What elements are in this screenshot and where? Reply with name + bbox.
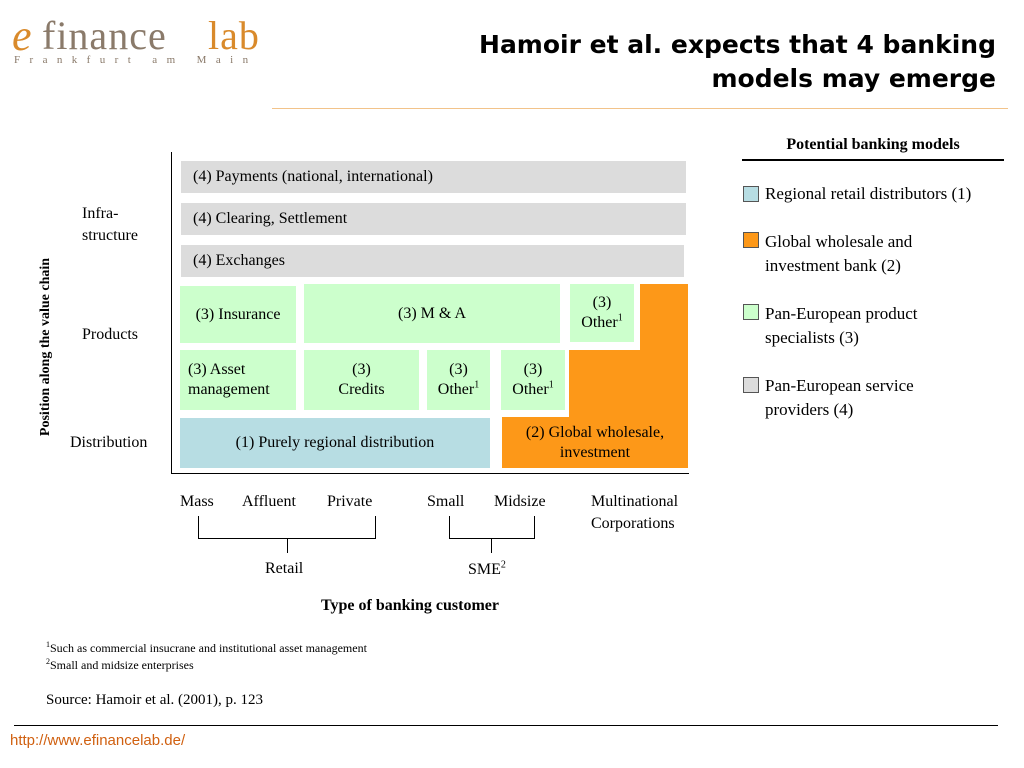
box-asset-management: (3) Asset management	[180, 350, 296, 410]
box-other-mid-1: (3) Other1	[427, 350, 490, 410]
row-label-infrastructure: Infra- structure	[82, 205, 138, 244]
legend-swatch-product-specialists	[743, 304, 759, 320]
footer-divider	[14, 725, 998, 726]
box-clearing-settlement: (4) Clearing, Settlement	[180, 202, 687, 236]
legend-swatch-global	[743, 232, 759, 248]
customer-private: Private	[327, 493, 373, 510]
y-axis-label: Position along the value chain	[38, 257, 53, 437]
retail-bracket	[198, 516, 376, 539]
footnote-1: 1Such as commercial insucrane and instit…	[46, 640, 367, 656]
box-payments: (4) Payments (national, international)	[180, 160, 687, 194]
logo-finance: finance	[42, 13, 167, 58]
footnote-2: 2Small and midsize enterprises	[46, 657, 194, 673]
legend-item-service-providers: Pan-European service providers (4)	[765, 376, 914, 419]
legend-swatch-service-providers	[743, 377, 759, 393]
sme-bracket-stem	[491, 539, 492, 553]
source-note: Source: Hamoir et al. (2001), p. 123	[46, 692, 264, 708]
legend-swatch-regional	[743, 186, 759, 202]
customer-mass: Mass	[180, 493, 214, 510]
slide-title: Hamoir et al. expects that 4 banking mod…	[479, 30, 996, 93]
global-wholesale-block-top	[640, 284, 688, 351]
other-mid1-line1: (3)	[449, 361, 468, 378]
x-axis-label: Type of banking customer	[321, 597, 499, 614]
other-mid2-line2: Other1	[512, 379, 554, 398]
customer-multinational: Multinational Corporations	[591, 493, 679, 532]
global-wholesale-block-mid	[569, 350, 688, 418]
customer-affluent: Affluent	[242, 493, 296, 510]
legend-item-global: Global wholesale and investment bank (2)	[765, 232, 913, 275]
row-label-distribution: Distribution	[70, 434, 148, 451]
box-other-top: (3) Other1	[570, 284, 634, 342]
customer-midsize: Midsize	[494, 493, 546, 510]
box-credits: (3) Credits	[304, 350, 419, 410]
box-m-and-a: (3) M & A	[304, 284, 560, 343]
efinancelab-logo: e finance lab Frankfurt am Main	[12, 8, 274, 68]
group-sme: SME2	[468, 559, 506, 578]
box-global-wholesale: (2) Global wholesale, investment	[502, 417, 688, 468]
box-exchanges: (4) Exchanges	[180, 244, 685, 278]
other-top-line1: (3)	[592, 294, 612, 311]
other-mid1-line2: Other1	[437, 379, 480, 398]
horizontal-axis	[171, 473, 689, 474]
legend-item-regional: Regional retail distributors (1)	[765, 184, 972, 203]
legend-underline	[742, 159, 1004, 161]
footer-url-link[interactable]: http://www.efinancelab.de/	[10, 732, 186, 749]
row-label-products: Products	[82, 326, 138, 343]
legend-item-product-specialists: Pan-European product specialists (3)	[765, 304, 918, 347]
vertical-axis	[171, 152, 172, 474]
title-divider	[272, 108, 1008, 109]
logo-e: e	[12, 11, 32, 60]
other-mid2-line1: (3)	[523, 361, 543, 378]
box-other-mid-2: (3) Other1	[501, 350, 565, 410]
other-top-line2: Other1	[581, 312, 623, 331]
box-insurance: (3) Insurance	[180, 286, 296, 343]
legend-title: Potential banking models	[786, 136, 960, 153]
logo-lab: lab	[208, 13, 260, 58]
group-retail: Retail	[265, 560, 304, 577]
retail-bracket-stem	[287, 539, 288, 553]
box-regional-distribution: (1) Purely regional distribution	[180, 418, 490, 468]
customer-small: Small	[427, 493, 465, 510]
sme-bracket	[449, 516, 535, 539]
logo-subtitle: Frankfurt am Main	[14, 54, 258, 66]
